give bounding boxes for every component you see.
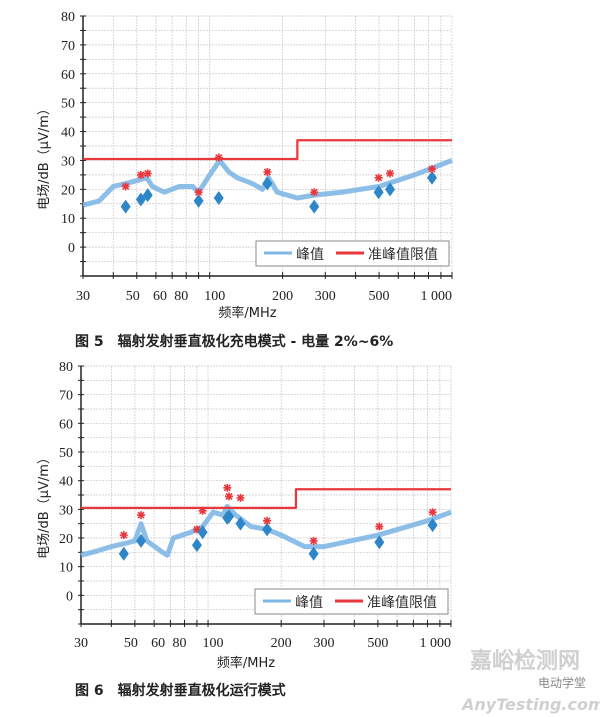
y-tick-label: 40 xyxy=(59,475,73,490)
x-tick-label: 80 xyxy=(172,636,186,651)
star-marker xyxy=(192,525,201,534)
x-tick-label: 30 xyxy=(74,636,88,651)
x-tick-label: 100 xyxy=(204,289,225,304)
diamond-marker xyxy=(235,516,246,531)
x-tick-label: 300 xyxy=(315,289,336,304)
x-tick-label: 50 xyxy=(126,289,140,304)
legend-label-peak: 峰值 xyxy=(296,247,324,263)
star-marker xyxy=(374,173,383,182)
watermark-site: 嘉峪检测网 xyxy=(470,648,580,674)
y-tick-label: 30 xyxy=(59,503,73,518)
diamond-marker xyxy=(427,518,438,533)
y-tick-label: 80 xyxy=(59,360,73,375)
star-marker xyxy=(309,536,318,545)
star-marker xyxy=(137,511,146,520)
x-tick-label: 60 xyxy=(153,289,167,304)
y-tick-label: 10 xyxy=(59,561,73,576)
y-tick-label: 10 xyxy=(61,212,75,227)
x-tick-label: 1 000 xyxy=(421,289,453,304)
star-marker xyxy=(136,170,145,179)
y-tick-label: 60 xyxy=(59,417,73,432)
star-marker xyxy=(119,531,128,540)
legend-label-peak: 峰值 xyxy=(295,595,323,611)
x-tick-label: 500 xyxy=(369,289,390,304)
star-marker xyxy=(263,516,272,525)
y-tick-label: 60 xyxy=(61,68,75,83)
y-tick-label: 50 xyxy=(59,446,73,461)
diamond-marker xyxy=(309,199,320,214)
y-tick-label: 70 xyxy=(59,389,73,404)
diamond-marker xyxy=(142,188,153,203)
x-tick-label: 200 xyxy=(271,636,292,651)
star-marker xyxy=(225,492,234,501)
diamond-marker xyxy=(374,535,385,550)
star-marker xyxy=(236,493,245,502)
x-tick-label: 300 xyxy=(313,636,334,651)
star-marker xyxy=(214,153,223,162)
x-tick-label: 30 xyxy=(76,289,90,304)
y-tick-label: 70 xyxy=(61,39,75,54)
legend: 峰值 准峰值限值 xyxy=(255,240,450,267)
y-tick-label: 80 xyxy=(61,10,75,25)
y-tick-label: 20 xyxy=(59,532,73,547)
quasi-peak-limit-line xyxy=(81,488,451,509)
diamond-marker xyxy=(197,525,208,540)
y-tick-label: 30 xyxy=(61,154,75,169)
y-tick-label: 20 xyxy=(61,183,75,198)
star-marker xyxy=(143,169,152,178)
star-marker xyxy=(310,188,319,197)
legend-label-limit: 准峰值限值 xyxy=(368,247,438,263)
star-marker xyxy=(198,506,207,515)
figure-caption: 图 6 辐射发射垂直极化运行模式 xyxy=(75,682,286,699)
peak-trace xyxy=(80,503,452,558)
diamond-marker xyxy=(224,509,235,524)
diamond-marker xyxy=(262,176,273,191)
diamond-marker xyxy=(193,193,204,208)
star-marker xyxy=(194,188,203,197)
diamond-marker xyxy=(136,533,147,548)
x-tick-label: 60 xyxy=(151,636,165,651)
x-axis-label: 频率/MHz xyxy=(217,655,275,671)
watermark: 嘉峪检测网 电动学堂 AnyTesting.com xyxy=(460,648,600,714)
diamond-marker xyxy=(120,199,131,214)
diamond-marker xyxy=(308,546,319,561)
star-marker xyxy=(223,483,232,492)
diamond-marker xyxy=(427,170,438,185)
y-tick-label: 0 xyxy=(66,589,73,604)
y-axis-label: 电场/dB（μV/m） xyxy=(37,102,52,210)
star-marker xyxy=(386,169,395,178)
x-tick-label: 50 xyxy=(124,636,138,651)
x-tick-label: 100 xyxy=(203,636,224,651)
star-marker xyxy=(263,168,272,176)
star-marker xyxy=(428,165,437,174)
x-tick-label: 200 xyxy=(272,289,293,304)
diamond-marker xyxy=(213,191,224,205)
watermark-url: AnyTesting.com xyxy=(460,695,600,714)
watermark-account: 电动学堂 xyxy=(538,675,586,690)
quasi-peak-limit-line xyxy=(83,139,452,161)
star-marker xyxy=(375,522,384,531)
x-tick-label: 1 000 xyxy=(420,636,452,651)
chart-figure-6: 0 10 20 30 40 50 60 70 80 30 50 60 80 100 200 300 500 1 0… xyxy=(37,360,452,699)
diamond-marker xyxy=(118,546,129,561)
chart-figure-5: 0 10 20 30 40 50 60 70 80 30 50 60 80 100 200 300 500 1 0… xyxy=(37,10,453,350)
diamond-marker xyxy=(373,185,384,200)
legend: 峰值 准峰值限值 xyxy=(254,588,449,615)
x-tick-label: 80 xyxy=(174,289,188,304)
star-marker xyxy=(428,508,437,517)
diamond-marker xyxy=(262,522,273,537)
star-marker xyxy=(121,182,130,191)
x-tick-label: 500 xyxy=(367,636,388,651)
diamond-marker xyxy=(191,538,202,553)
y-axis-label: 电场/dB（μV/m） xyxy=(37,451,52,559)
legend-label-limit: 准峰值限值 xyxy=(367,595,437,611)
diamond-marker xyxy=(385,182,396,197)
figure-caption: 图 5 辐射发射垂直极化充电模式 - 电量 2%~6% xyxy=(75,333,393,350)
y-tick-label: 50 xyxy=(61,97,75,112)
y-tick-label: 40 xyxy=(61,126,75,141)
y-tick-label: 0 xyxy=(68,241,75,256)
x-axis-label: 频率/MHz xyxy=(218,305,276,321)
